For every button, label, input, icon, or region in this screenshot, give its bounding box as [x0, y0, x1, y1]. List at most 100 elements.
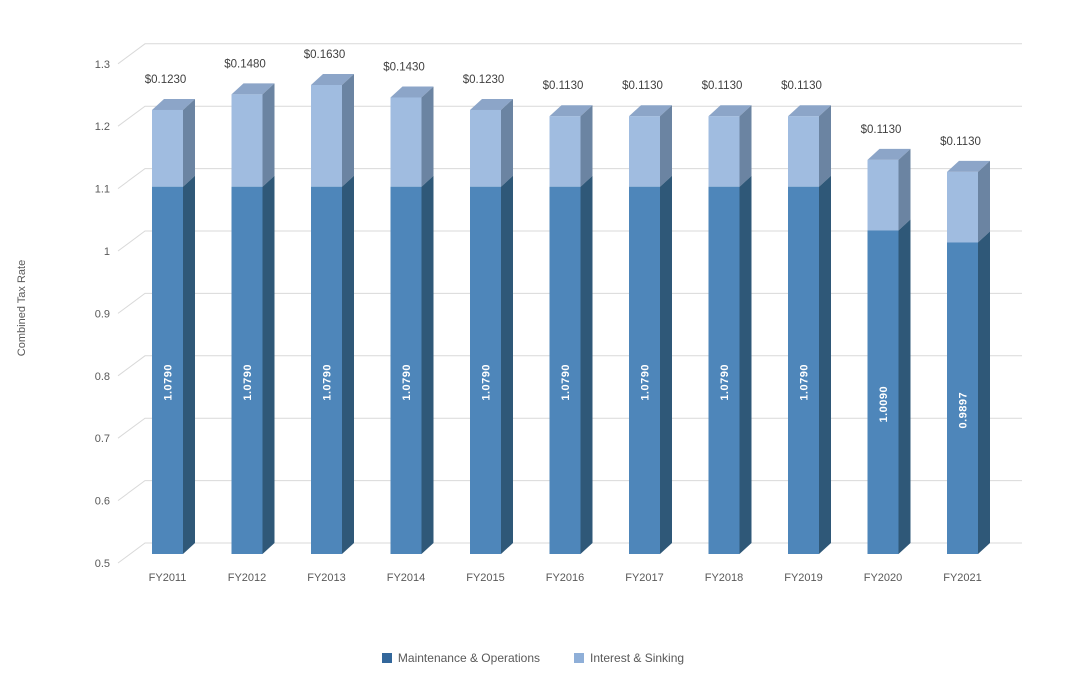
bar-total-label: $0.1130: [622, 80, 663, 92]
bar-side-maintenance-operations[interactable]: [978, 231, 990, 555]
bar-segment-maintenance-operations[interactable]: [867, 230, 899, 554]
bar-side-maintenance-operations[interactable]: [183, 175, 195, 555]
x-axis-category-label: FY2014: [387, 572, 426, 584]
y-tick-label: 1.2: [95, 121, 110, 133]
x-axis-category-label: FY2019: [784, 572, 823, 584]
bar-segment-maintenance-operations[interactable]: [152, 186, 183, 555]
legend-entry-interest-sinking[interactable]: Interest & Sinking: [574, 651, 684, 665]
bar-segment-interest-sinking[interactable]: [788, 116, 819, 187]
bar-inner-value-label: 1.0790: [163, 364, 175, 401]
bar-side-maintenance-operations[interactable]: [819, 175, 831, 555]
bar-segment-maintenance-operations[interactable]: [470, 186, 501, 555]
bar-side-interest-sinking[interactable]: [580, 105, 593, 187]
bar-side-interest-sinking[interactable]: [183, 98, 195, 187]
x-axis-category-label: FY2020: [864, 572, 903, 584]
bar-top-face[interactable]: [470, 98, 513, 110]
bar-inner-value-label: 1.0790: [322, 364, 334, 401]
y-tick-label: 1.1: [95, 184, 110, 196]
y-tick-label: 0.5: [95, 558, 110, 570]
y-axis-title: Combined Tax Rate: [16, 259, 28, 357]
bar-top-face[interactable]: [549, 105, 593, 117]
bar-side-maintenance-operations[interactable]: [342, 175, 354, 555]
bar-segment-interest-sinking[interactable]: [947, 171, 978, 243]
bar-side-interest-sinking[interactable]: [342, 73, 354, 187]
bar-side-interest-sinking[interactable]: [660, 105, 672, 187]
bar-top-face[interactable]: [947, 160, 990, 172]
bar-side-interest-sinking[interactable]: [739, 105, 752, 187]
bar-segment-interest-sinking[interactable]: [231, 94, 263, 187]
bar-total-label: $0.1130: [781, 80, 822, 92]
bar-side-interest-sinking[interactable]: [819, 105, 831, 187]
bar-side-maintenance-operations[interactable]: [898, 219, 911, 554]
bar-segment-interest-sinking[interactable]: [390, 97, 422, 187]
y-tick-label: 0.8: [95, 371, 110, 383]
bar-side-interest-sinking[interactable]: [421, 86, 434, 187]
bar-inner-value-label: 1.0790: [799, 364, 811, 401]
bar-side-maintenance-operations[interactable]: [421, 175, 434, 555]
bar-total-label: $0.1430: [383, 61, 425, 73]
bar-segment-maintenance-operations[interactable]: [947, 242, 978, 555]
bar-inner-value-label: 1.0790: [401, 364, 413, 401]
bar-top-face[interactable]: [788, 105, 831, 117]
bar-total-label: $0.1130: [861, 124, 902, 136]
bar-segment-interest-sinking[interactable]: [470, 109, 501, 187]
gridline: [117, 43, 1022, 65]
x-axis-category-label: FY2017: [625, 572, 664, 584]
x-axis-category-label: FY2021: [943, 572, 982, 584]
y-tick-label: 1.3: [95, 59, 110, 71]
bar-segment-maintenance-operations[interactable]: [231, 186, 263, 555]
bar-inner-value-label: 1.0790: [481, 364, 493, 401]
bar-side-maintenance-operations[interactable]: [580, 175, 593, 555]
bar-segment-interest-sinking[interactable]: [311, 84, 342, 187]
legend-entry-maintenance-operations[interactable]: Maintenance & Operations: [381, 651, 540, 665]
bar-segment-maintenance-operations[interactable]: [311, 186, 342, 555]
bar-side-maintenance-operations[interactable]: [501, 175, 513, 555]
bar-segment-maintenance-operations[interactable]: [708, 186, 740, 555]
bar-side-interest-sinking[interactable]: [978, 160, 990, 243]
stacked-bar-3d-plot: 0.5 0.6 0.7 0.8 0.9 1 1.1 1.2 1.3 1.0790 $0.1230 FY…: [95, 43, 1022, 584]
bar-total-label: $0.1630: [304, 49, 346, 61]
bar-inner-value-label: 1.0790: [719, 364, 731, 401]
bar-segment-interest-sinking[interactable]: [708, 116, 740, 187]
bar-segment-maintenance-operations[interactable]: [629, 186, 660, 555]
bar-segment-interest-sinking[interactable]: [549, 116, 581, 187]
bar-side-maintenance-operations[interactable]: [739, 175, 752, 555]
bar-top-face[interactable]: [629, 105, 672, 117]
bar-side-interest-sinking[interactable]: [501, 98, 513, 187]
bar-segment-maintenance-operations[interactable]: [549, 186, 581, 555]
y-tick-label: 0.6: [95, 496, 110, 508]
bar-top-face[interactable]: [708, 105, 752, 117]
bar-side-interest-sinking[interactable]: [262, 83, 275, 187]
legend-label-interest-sinking: Interest & Sinking: [590, 651, 685, 665]
bar-segment-interest-sinking[interactable]: [152, 109, 183, 187]
bar-total-label: $0.1130: [543, 80, 584, 92]
bar-top-face[interactable]: [867, 148, 911, 160]
bar-segment-maintenance-operations[interactable]: [390, 186, 422, 555]
bar-segment-interest-sinking[interactable]: [867, 159, 899, 231]
bar-inner-value-label: 1.0790: [560, 364, 572, 401]
x-axis-category-label: FY2015: [466, 572, 505, 584]
bar-side-maintenance-operations[interactable]: [262, 175, 275, 555]
bar-top-face[interactable]: [311, 73, 354, 85]
bar-top-face[interactable]: [152, 98, 195, 110]
y-tick-label: 0.9: [95, 308, 110, 320]
x-axis-category-label: FY2011: [149, 572, 187, 584]
bar-top-face[interactable]: [390, 86, 434, 98]
bar-segment-maintenance-operations[interactable]: [788, 186, 819, 555]
legend-swatch-maintenance-operations-icon: [381, 653, 392, 663]
bar-segment-interest-sinking[interactable]: [629, 116, 660, 187]
bar-inner-value-label: 1.0090: [878, 386, 890, 423]
bar-inner-value-label: 0.9897: [958, 392, 970, 429]
bar-total-label: $0.1130: [702, 80, 743, 92]
x-axis-category-label: FY2018: [705, 572, 744, 584]
bar-inner-value-label: 1.0790: [640, 364, 652, 401]
bar-side-maintenance-operations[interactable]: [660, 175, 672, 555]
x-axis-category-label: FY2012: [228, 572, 267, 584]
bar-top-face[interactable]: [231, 83, 275, 95]
legend-swatch-interest-sinking-icon: [574, 653, 585, 663]
bar-inner-value-label: 1.0790: [242, 364, 254, 401]
bar-total-label: $0.1480: [224, 58, 266, 70]
bar-total-label: $0.1230: [145, 74, 187, 86]
bar-side-interest-sinking[interactable]: [898, 148, 911, 231]
